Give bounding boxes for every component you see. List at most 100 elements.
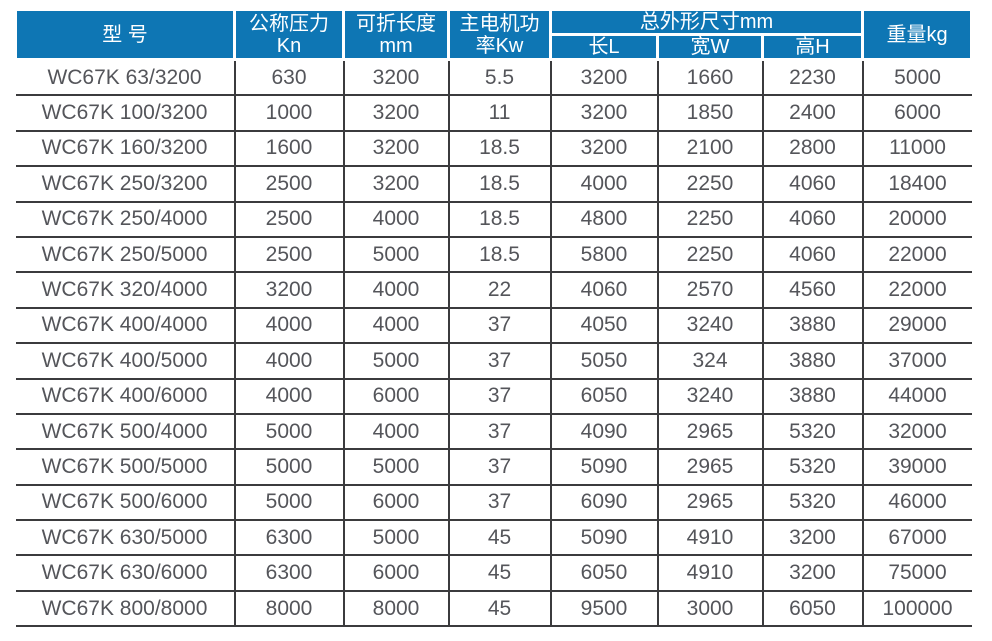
cell-width_w: 2250 (656, 236, 763, 274)
table-row: WC67K 500/5000 5000 5000 37 5090 2965 5320 3900… (15, 449, 972, 486)
model-cell: WC67K 250/5000 (15, 236, 235, 274)
cell-height_h: 5320 (761, 484, 863, 522)
cell-pressure_kn: 6300 (233, 555, 344, 592)
cell-length_l: 4000 (549, 166, 658, 203)
cell-fold_length_mm: 4000 (342, 201, 449, 238)
cell-fold_length_mm: 3200 (342, 95, 449, 132)
header-dim-width: 宽W (656, 33, 764, 61)
cell-fold_length_mm: 8000 (342, 590, 449, 628)
table-row: WC67K 320/4000 3200 4000 22 4060 2570 4560 2200… (15, 272, 972, 309)
cell-height_h: 6050 (761, 590, 863, 628)
table-header: 型 号 公称压力 Kn 可折长度 mm 主电机功 率Kw 总外形尺寸mm 重量k… (14, 8, 974, 61)
model-cell: WC67K 63/3200 (15, 59, 235, 97)
table-row: WC67K 250/4000 2500 4000 18.5 4800 2250 4060 20… (15, 201, 972, 238)
cell-fold_length_mm: 5000 (342, 449, 449, 486)
cell-width_w: 2965 (656, 449, 763, 486)
table-row: WC67K 630/6000 6300 6000 45 6050 4910 3200 7500… (15, 555, 972, 592)
cell-fold_length_mm: 3200 (342, 59, 449, 97)
cell-fold_length_mm: 5000 (342, 236, 449, 274)
cell-motor_power_kw: 37 (447, 378, 551, 415)
header-row-top: 型 号 公称压力 Kn 可折长度 mm 主电机功 率Kw 总外形尺寸mm 重量k… (14, 8, 974, 61)
table-row: WC67K 400/4000 4000 4000 37 4050 3240 3880 2900… (15, 307, 972, 345)
cell-length_l: 6050 (549, 555, 658, 592)
cell-fold_length_mm: 4000 (342, 413, 449, 451)
cell-width_w: 4910 (656, 555, 763, 592)
cell-length_l: 9500 (549, 590, 658, 628)
cell-height_h: 3880 (761, 378, 863, 415)
cell-motor_power_kw: 18.5 (447, 201, 551, 238)
model-cell: WC67K 400/5000 (15, 343, 235, 380)
header-dim-length: 长L (549, 33, 659, 61)
table-row: WC67K 800/8000 8000 8000 45 9500 3000 6050 1000… (15, 590, 972, 628)
cell-pressure_kn: 2500 (233, 236, 344, 274)
model-cell: WC67K 320/4000 (15, 272, 235, 309)
model-cell: WC67K 500/5000 (15, 449, 235, 486)
model-cell: WC67K 250/3200 (15, 166, 235, 203)
cell-height_h: 2400 (761, 95, 863, 132)
cell-weight_kg: 11000 (861, 130, 972, 168)
table-row: WC67K 500/6000 5000 6000 37 6090 2965 5320 4600… (15, 484, 972, 522)
cell-motor_power_kw: 45 (447, 520, 551, 557)
cell-length_l: 5800 (549, 236, 658, 274)
cell-pressure_kn: 5000 (233, 413, 344, 451)
cell-width_w: 3000 (656, 590, 763, 628)
cell-fold_length_mm: 3200 (342, 166, 449, 203)
table-row: WC67K 400/5000 4000 5000 37 5050 324 3880 37000 (15, 343, 972, 380)
cell-length_l: 5090 (549, 449, 658, 486)
model-cell: WC67K 800/8000 (15, 590, 235, 628)
cell-fold_length_mm: 6000 (342, 378, 449, 415)
cell-height_h: 4060 (761, 166, 863, 203)
cell-height_h: 3200 (761, 555, 863, 592)
cell-width_w: 2100 (656, 130, 763, 168)
cell-length_l: 4800 (549, 201, 658, 238)
cell-weight_kg: 29000 (861, 307, 972, 345)
cell-height_h: 4560 (761, 272, 863, 309)
header-model: 型 号 (14, 8, 236, 61)
cell-motor_power_kw: 37 (447, 307, 551, 345)
header-row-sub: 长L 宽W 高H (16, 33, 972, 61)
cell-weight_kg: 32000 (861, 413, 972, 451)
table-row: WC67K 400/6000 4000 6000 37 6050 3240 3880 4400… (15, 378, 972, 415)
cell-weight_kg: 22000 (861, 272, 972, 309)
cell-motor_power_kw: 22 (447, 272, 551, 309)
cell-weight_kg: 20000 (861, 201, 972, 238)
cell-width_w: 1660 (656, 59, 763, 97)
cell-motor_power_kw: 37 (447, 484, 551, 522)
cell-motor_power_kw: 45 (447, 555, 551, 592)
cell-length_l: 6090 (549, 484, 658, 522)
cell-pressure_kn: 2500 (233, 201, 344, 238)
cell-weight_kg: 5000 (861, 59, 972, 97)
cell-width_w: 324 (656, 343, 763, 380)
cell-pressure_kn: 5000 (233, 449, 344, 486)
cell-motor_power_kw: 37 (447, 449, 551, 486)
cell-pressure_kn: 2500 (233, 166, 344, 203)
cell-motor_power_kw: 18.5 (447, 236, 551, 274)
model-cell: WC67K 630/5000 (15, 520, 235, 557)
cell-width_w: 1850 (656, 95, 763, 132)
table-row: WC67K 63/3200 630 3200 5.5 3200 1660 2230 5000 (15, 59, 972, 97)
cell-weight_kg: 44000 (861, 378, 972, 415)
model-cell: WC67K 160/3200 (15, 130, 235, 168)
model-cell: WC67K 400/6000 (15, 378, 235, 415)
header-dimensions-group: 总外形尺寸mm (548, 8, 865, 36)
cell-motor_power_kw: 18.5 (447, 130, 551, 168)
cell-motor_power_kw: 37 (447, 343, 551, 380)
header-pressure: 公称压力 Kn (233, 8, 345, 61)
cell-fold_length_mm: 5000 (342, 343, 449, 380)
table-row: WC67K 630/5000 6300 5000 45 5090 4910 3200 6700… (15, 520, 972, 557)
cell-width_w: 2965 (656, 484, 763, 522)
cell-weight_kg: 37000 (861, 343, 972, 380)
model-cell: WC67K 100/3200 (15, 95, 235, 132)
cell-length_l: 3200 (549, 95, 658, 132)
table-row: WC67K 160/3200 1600 3200 18.5 3200 2100 2800 11… (15, 130, 972, 168)
header-motor-power: 主电机功 率Kw (447, 8, 552, 61)
cell-weight_kg: 100000 (861, 590, 972, 628)
model-cell: WC67K 400/4000 (15, 307, 235, 345)
cell-motor_power_kw: 5.5 (447, 59, 551, 97)
cell-fold_length_mm: 3200 (342, 130, 449, 168)
model-cell: WC67K 630/6000 (15, 555, 235, 592)
model-cell: WC67K 500/6000 (15, 484, 235, 522)
cell-length_l: 5090 (549, 520, 658, 557)
cell-pressure_kn: 1600 (233, 130, 344, 168)
header-weight: 重量kg (861, 8, 974, 61)
